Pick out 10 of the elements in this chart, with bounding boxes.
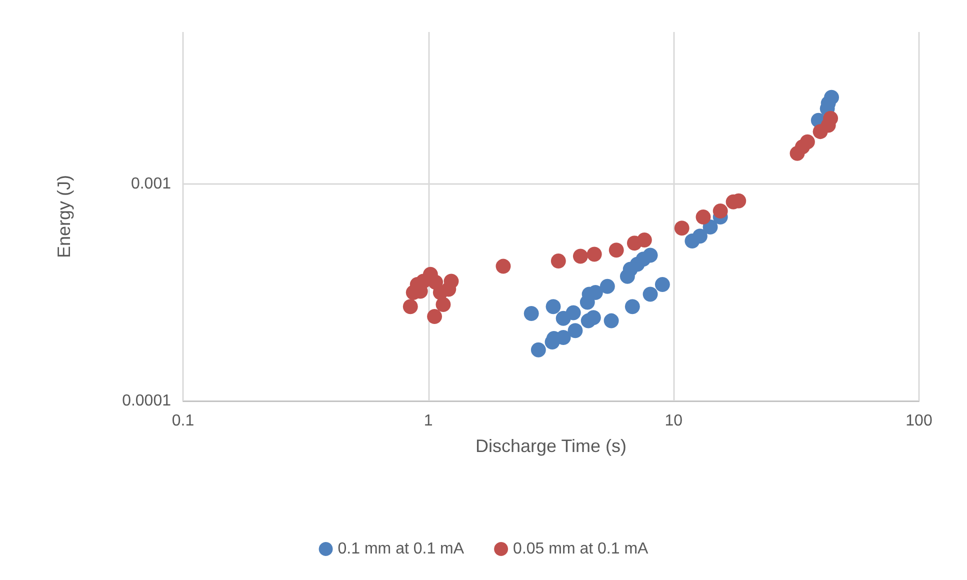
x-tick-label: 10 (664, 412, 683, 430)
y-tick-label: 0.001 (130, 175, 172, 192)
y-axis-title: Energy (J) (54, 174, 74, 258)
y-tick-label: 0.0001 (122, 392, 172, 410)
x-axis-title: Discharge Time (s) (475, 436, 627, 456)
x-tick-label: 100 (906, 412, 932, 430)
legend-label: 0.1 mm at 0.1 mA (338, 540, 464, 558)
x-tick-label: 1 (424, 412, 433, 430)
x-tick-label: 0.1 (172, 412, 194, 430)
legend-label: 0.05 mm at 0.1 mA (513, 540, 649, 558)
